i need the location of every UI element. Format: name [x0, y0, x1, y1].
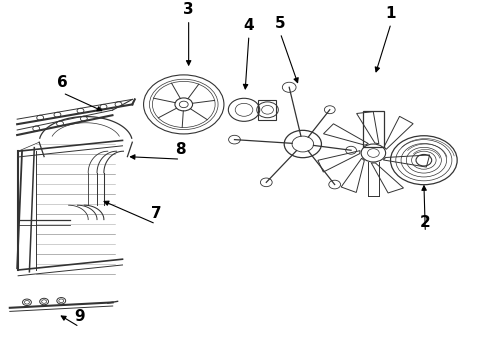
Text: 4: 4 — [244, 18, 254, 33]
Text: 6: 6 — [57, 75, 68, 90]
Bar — [258, 100, 276, 120]
Text: 8: 8 — [175, 141, 186, 157]
Text: 1: 1 — [386, 6, 396, 21]
Text: 2: 2 — [420, 215, 431, 230]
Text: 7: 7 — [150, 206, 161, 221]
Text: 9: 9 — [74, 309, 85, 324]
Text: 3: 3 — [183, 2, 194, 17]
Bar — [363, 111, 384, 147]
Text: 5: 5 — [275, 15, 286, 31]
